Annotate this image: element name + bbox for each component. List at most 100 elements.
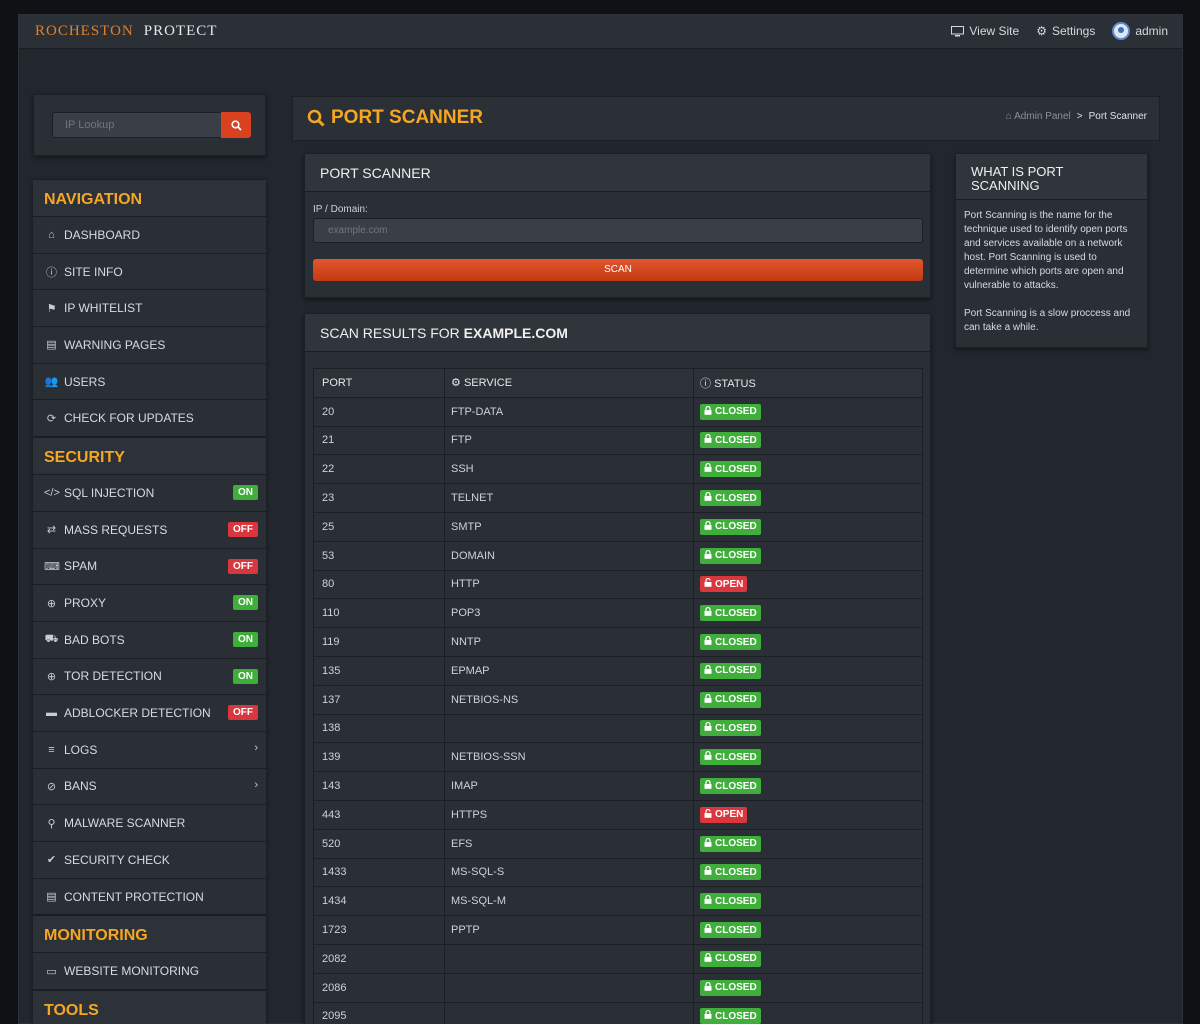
- sidebar-item-label: WARNING PAGES: [64, 337, 166, 352]
- status-badge[interactable]: ON: [233, 595, 258, 611]
- status-text: CLOSED: [715, 550, 757, 562]
- view-site-link[interactable]: View Site: [951, 24, 1019, 38]
- sidebar-item-security-check[interactable]: ✔ SECURITY CHECK: [33, 842, 266, 879]
- sidebar-item-mass-requests[interactable]: ⇄ MASS REQUESTS OFF: [33, 511, 266, 549]
- status-badge: CLOSED: [700, 1008, 761, 1024]
- status-badge[interactable]: ON: [233, 485, 258, 501]
- user-menu[interactable]: admin: [1112, 22, 1168, 40]
- lock-icon: [704, 491, 712, 504]
- settings-link[interactable]: ⚙ Settings: [1036, 24, 1095, 38]
- brand-product: PROTECT: [143, 23, 218, 39]
- sidebar-item-label: LOGS: [64, 742, 98, 757]
- sidebar-item-website-monitoring[interactable]: ▭ WEBSITE MONITORING: [33, 953, 266, 991]
- port-cell: 110: [313, 598, 445, 629]
- status-cell: CLOSED: [693, 943, 923, 974]
- table-row: 443 HTTPS OPEN: [313, 799, 923, 830]
- scan-button[interactable]: SCAN: [313, 259, 923, 281]
- table-row: 110 POP3 CLOSED: [313, 598, 923, 629]
- lock-icon: [704, 463, 712, 475]
- service-cell: TELNET: [444, 483, 694, 513]
- table-row: 1723 PPTP CLOSED: [313, 915, 923, 945]
- results-title-prefix: SCAN RESULTS FOR: [320, 325, 460, 341]
- sidebar-item-users[interactable]: 👥 USERS: [33, 363, 266, 401]
- status-cell: CLOSED: [693, 771, 923, 801]
- status-text: CLOSED: [715, 665, 757, 677]
- status-badge: CLOSED: [700, 778, 761, 795]
- sidebar-item-label: SPAM: [64, 559, 98, 574]
- sidebar-item-site-info[interactable]: ⓘ SITE INFO: [33, 253, 266, 291]
- service-cell: EPMAP: [444, 655, 694, 686]
- sidebar-item-sql-injection[interactable]: </> SQL INJECTION ON: [33, 475, 266, 512]
- scan-results-panel: SCAN RESULTS FOR EXAMPLE.COM PORT ⚙ SERV…: [304, 313, 931, 1024]
- port-cell: 21: [313, 425, 445, 456]
- table-row: 1433 MS-SQL-S CLOSED: [313, 857, 923, 888]
- service-cell: HTTP: [444, 569, 694, 600]
- table-row: 143 IMAP CLOSED: [313, 771, 923, 801]
- status-badge[interactable]: ON: [233, 668, 258, 684]
- results-table: PORT ⚙ SERVICE ⓘ STATUS 20 FTP-DATA CLOSED…: [313, 368, 923, 1024]
- sidebar-item-logs[interactable]: ≡ LOGS ›: [33, 731, 266, 769]
- info-title: WHAT IS PORT SCANNING: [956, 154, 1147, 200]
- service-cell: IMAP: [444, 771, 694, 801]
- table-row: 20 FTP-DATA CLOSED: [313, 396, 923, 427]
- service-cell: FTP: [444, 425, 694, 456]
- sidebar-item-proxy[interactable]: ⊕ PROXY ON: [33, 585, 266, 622]
- ban-icon: ⊘: [46, 780, 57, 793]
- sidebar-item-bad-bots[interactable]: ⛟ BAD BOTS ON: [33, 621, 266, 659]
- status-cell: CLOSED: [693, 972, 923, 1003]
- status-text: CLOSED: [715, 751, 757, 763]
- status-badge: CLOSED: [700, 720, 761, 737]
- lock-icon: [704, 923, 712, 936]
- status-badge[interactable]: OFF: [228, 521, 258, 537]
- sidebar-item-label: SITE INFO: [64, 264, 123, 279]
- lock-icon: [704, 520, 712, 533]
- status-text: CLOSED: [715, 492, 757, 504]
- sidebar-item-tor-detection[interactable]: ⊕ TOR DETECTION ON: [33, 658, 266, 696]
- port-cell: 2095: [313, 1001, 445, 1024]
- port-cell: 119: [313, 627, 445, 657]
- domain-input[interactable]: [313, 218, 923, 243]
- lock-icon: [704, 866, 712, 878]
- status-badge: OPEN: [700, 806, 748, 823]
- status-badge[interactable]: OFF: [228, 705, 258, 721]
- table-row: 138 CLOSED: [313, 713, 923, 744]
- ip-lookup-button[interactable]: [221, 112, 251, 138]
- sidebar-item-malware-scanner[interactable]: ⚲ MALWARE SCANNER: [33, 805, 266, 842]
- sidebar-item-adblocker-detection[interactable]: ▬ ADBLOCKER DETECTION OFF: [33, 695, 266, 732]
- sidebar-item-dashboard[interactable]: ⌂ DASHBOARD: [33, 217, 266, 254]
- status-text: CLOSED: [715, 521, 757, 533]
- status-badge: CLOSED: [700, 662, 761, 679]
- status-text: CLOSED: [715, 838, 757, 850]
- panel-title: SCAN RESULTS FOR EXAMPLE.COM: [305, 314, 930, 352]
- table-row: 2095 CLOSED: [313, 1001, 923, 1024]
- lock-icon: [704, 779, 712, 792]
- status-text: CLOSED: [715, 982, 757, 994]
- status-text: CLOSED: [715, 780, 757, 792]
- status-badge: CLOSED: [700, 518, 761, 535]
- breadcrumb-admin-panel[interactable]: ⌂ Admin Panel: [1006, 111, 1071, 122]
- table-row: 119 NNTP CLOSED: [313, 627, 923, 657]
- table-row: 23 TELNET CLOSED: [313, 483, 923, 513]
- status-badge: CLOSED: [700, 547, 761, 564]
- sidebar-item-label: SQL INJECTION: [64, 485, 155, 500]
- service-cell: MS-SQL-S: [444, 857, 694, 888]
- service-cell: FTP-DATA: [444, 396, 694, 427]
- status-cell: CLOSED: [693, 886, 923, 917]
- sidebar-item-ip-whitelist[interactable]: ⚑ IP WHITELIST: [33, 290, 266, 328]
- sidebar-item-content-protection[interactable]: ▤ CONTENT PROTECTION: [33, 878, 266, 916]
- status-text: CLOSED: [715, 434, 757, 446]
- sidebar-item-check-for-updates[interactable]: ⟳ CHECK FOR UPDATES: [33, 400, 266, 438]
- sidebar-item-warning-pages[interactable]: ▤ WARNING PAGES: [33, 327, 266, 364]
- status-cell: CLOSED: [693, 483, 923, 513]
- status-badge[interactable]: OFF: [228, 558, 258, 574]
- sidebar-item-spam[interactable]: ⌨ SPAM OFF: [33, 548, 266, 586]
- ip-lookup-input[interactable]: [52, 112, 222, 138]
- sidebar-item-label: BANS: [64, 779, 97, 794]
- status-text: CLOSED: [715, 895, 757, 907]
- sidebar-item-bans[interactable]: ⊘ BANS ›: [33, 768, 266, 806]
- keyboard-icon: ⌨: [44, 560, 60, 573]
- port-cell: 80: [313, 569, 445, 600]
- service-cell: HTTPS: [444, 799, 694, 830]
- brand-logo[interactable]: ROCHESTON PROTECT: [35, 23, 217, 40]
- status-badge[interactable]: ON: [233, 631, 258, 647]
